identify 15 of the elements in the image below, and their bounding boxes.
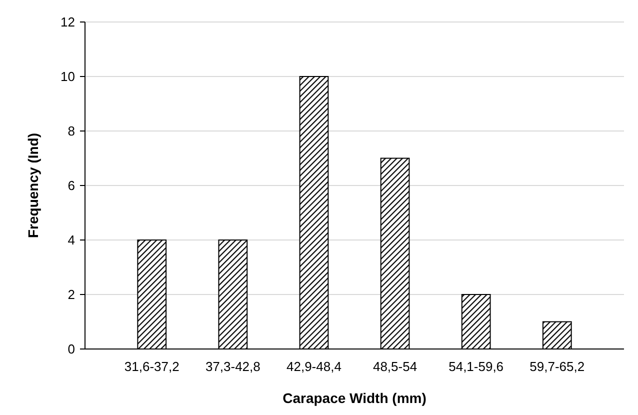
y-tick-label: 4 [68, 232, 75, 248]
y-tick-label: 8 [68, 124, 75, 139]
y-tick-label: 6 [68, 178, 75, 194]
x-axis-title: Carapace Width (mm) [282, 390, 426, 406]
x-tick-label: 42,9-48,4 [286, 359, 342, 374]
x-tick-label: 48,5-54 [372, 359, 418, 374]
x-tick-label: 37,3-42,8 [205, 359, 260, 374]
x-tick-label: 54,1-59,6 [448, 359, 504, 374]
y-tick-label: 10 [60, 69, 75, 84]
y-tick-label: 0 [68, 342, 75, 357]
y-axis-title: Frequency (Ind) [25, 132, 41, 238]
x-tick-label: 59,7-65,2 [530, 359, 585, 374]
y-tick-label: 2 [68, 287, 75, 302]
y-tick-label: 12 [60, 14, 75, 30]
x-tick-label: 31,6-37,2 [124, 359, 180, 374]
